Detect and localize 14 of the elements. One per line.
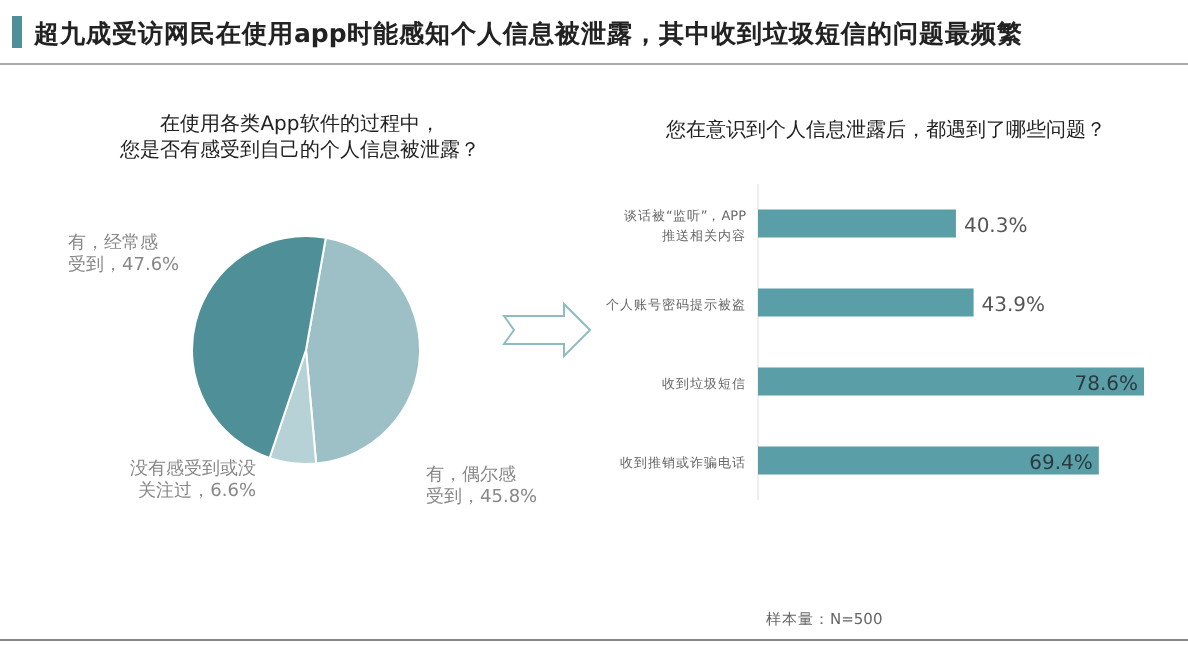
slice-label: 没有感受到或没关注过，6.6%: [130, 458, 257, 502]
chart-title: 在使用各类App软件的过程中，您是否有感受到自己的个人信息被泄露？: [118, 112, 480, 162]
slice-label: 有，经常感受到，47.6%: [68, 232, 181, 276]
bar: [758, 446, 1099, 475]
bar: [758, 367, 1144, 396]
data-label: 78.6%: [1074, 373, 1138, 396]
bar: [758, 209, 956, 238]
slice-label: 有，偶尔感受到，45.8%: [426, 464, 539, 508]
data-label: 69.4%: [1029, 452, 1093, 475]
data-label: 43.9%: [981, 294, 1046, 317]
data-label: 40.3%: [963, 215, 1028, 238]
text: 超九成受访网民在使用app时能感知个人信息被泄露，其中收到垃圾短信的问题最频繁: [32, 18, 1023, 48]
bar: [758, 288, 974, 317]
chart-title: 您在意识到个人信息泄露后，都遇到了哪些问题？: [664, 118, 1106, 142]
